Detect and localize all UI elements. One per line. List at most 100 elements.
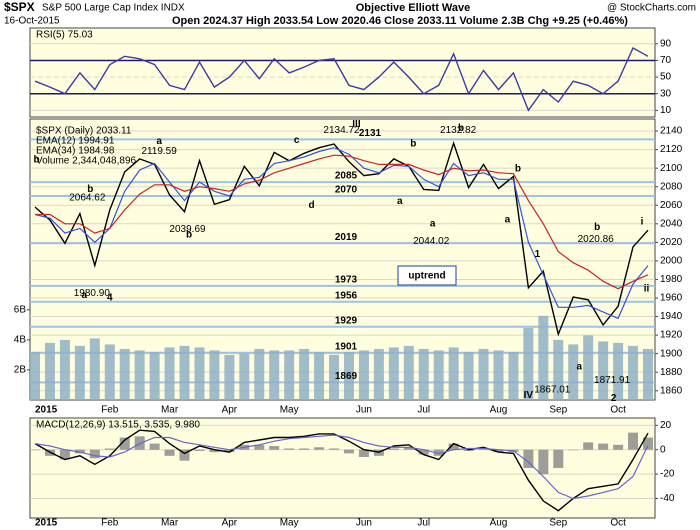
x-tick-label: 2015 — [35, 405, 58, 416]
x-tick-label: Feb — [101, 518, 119, 529]
volume-bar — [568, 344, 579, 400]
y-tick-label: 2000 — [660, 256, 683, 267]
volume-bar — [30, 351, 40, 400]
y-tick-label: -40 — [660, 493, 675, 504]
index-name: S&P 500 Large Cap Index INDX — [42, 3, 185, 14]
level-label: 2131 — [359, 128, 382, 139]
x-tick-label: Sep — [549, 518, 567, 529]
y2-tick-label: 6B — [14, 304, 27, 315]
histogram-bar — [433, 449, 444, 456]
price-label: 2064.62 — [69, 192, 106, 203]
y-tick-label: 2120 — [660, 144, 683, 155]
series-line — [34, 47, 649, 112]
volume-bar — [448, 347, 459, 400]
y-tick-label: 1860 — [660, 385, 683, 396]
price-label: 2044.02 — [413, 236, 450, 247]
volume-bar — [329, 354, 340, 400]
wave-label: 4 — [107, 293, 113, 304]
histogram-bar — [224, 449, 235, 453]
volume-bar — [74, 345, 85, 400]
volume-bar — [628, 345, 639, 400]
histogram-bar — [329, 448, 340, 450]
y2-tick-label: 4B — [14, 335, 27, 346]
histogram-bar — [358, 449, 369, 458]
panel-plot — [30, 130, 655, 400]
x-tick-label: Oct — [610, 405, 626, 416]
price-label: 2020.86 — [578, 234, 615, 245]
x-tick-label: 2015 — [35, 518, 58, 529]
histogram-bar — [613, 444, 624, 450]
legend-entry: EMA(12) 1994.91 — [36, 136, 115, 147]
legend-entry: $SPX (Daily) 2033.11 — [36, 126, 132, 137]
volume-bar — [478, 348, 489, 400]
x-tick-label: Apr — [222, 405, 238, 416]
histogram-bar — [598, 443, 609, 450]
price-label: 1871.91 — [594, 375, 631, 386]
histogram-bar — [254, 444, 265, 450]
wave-label: a — [576, 361, 582, 372]
level-label: 1956 — [335, 290, 358, 301]
series-line — [34, 147, 649, 320]
legend-entry: Volume 2,344,048,896 — [36, 156, 137, 167]
panel-title: MACD(12,26,9) 13.515, 3.535, 9.980 — [36, 420, 200, 431]
volume-bar — [433, 350, 444, 400]
wave-label: b — [87, 184, 93, 195]
histogram-bar — [583, 442, 594, 450]
y-tick-label: 1880 — [660, 367, 683, 378]
wave-label: a — [156, 136, 162, 147]
y-tick-label: 2020 — [660, 237, 683, 248]
histogram-bar — [299, 448, 310, 450]
volume-bar — [463, 351, 474, 400]
y-tick-label: 2040 — [660, 218, 683, 229]
volume-bar — [358, 350, 369, 400]
wave-label: b — [515, 164, 521, 175]
histogram-bar — [164, 449, 175, 456]
volume-bar — [508, 351, 519, 400]
histogram-bar — [314, 447, 325, 450]
series-line — [34, 429, 649, 512]
volume-bar — [239, 353, 250, 400]
wave-label: III — [352, 119, 361, 130]
histogram-bar — [568, 449, 579, 451]
histogram-bar — [403, 447, 414, 450]
y-tick-label: 50 — [660, 72, 672, 83]
x-tick-label: Aug — [490, 405, 508, 416]
y-tick-label: 2140 — [660, 126, 683, 137]
y-tick-label: 1920 — [660, 330, 683, 341]
x-tick-label: Jun — [356, 405, 372, 416]
wave-label: 2 — [611, 393, 617, 404]
volume-bar — [583, 335, 594, 400]
volume-bar — [403, 345, 414, 400]
wave-label: 1 — [535, 249, 541, 260]
y-tick-label: 1980 — [660, 274, 683, 285]
volume-bar — [164, 347, 175, 400]
y-tick-label: 90 — [660, 38, 672, 49]
volume-bar — [598, 341, 609, 400]
histogram-bar — [388, 448, 399, 450]
volume-bar — [299, 348, 310, 400]
volume-bar — [254, 348, 265, 400]
volume-bar — [269, 350, 280, 400]
y-tick-label: 1900 — [660, 348, 683, 359]
wave-label: a — [430, 218, 436, 229]
histogram-bar — [418, 449, 429, 455]
wave-label: a — [82, 290, 88, 301]
price-label: 2134.72 — [323, 125, 360, 136]
y-tick-label: 1960 — [660, 293, 683, 304]
histogram-bar — [59, 449, 70, 460]
level-label: 1901 — [335, 341, 358, 352]
histogram-bar — [523, 449, 534, 468]
histogram-bar — [89, 449, 100, 459]
panel-plot — [30, 424, 655, 512]
volume-bar — [314, 351, 325, 400]
volume-bar — [284, 350, 295, 400]
volume-bar — [523, 327, 534, 400]
y-tick-label: 10 — [660, 105, 672, 116]
x-tick-label: Apr — [222, 518, 238, 529]
volume-bar — [418, 348, 429, 400]
macd-panel — [29, 417, 656, 519]
level-label: 2085 — [335, 171, 358, 182]
trend-label: uptrend — [408, 271, 445, 282]
